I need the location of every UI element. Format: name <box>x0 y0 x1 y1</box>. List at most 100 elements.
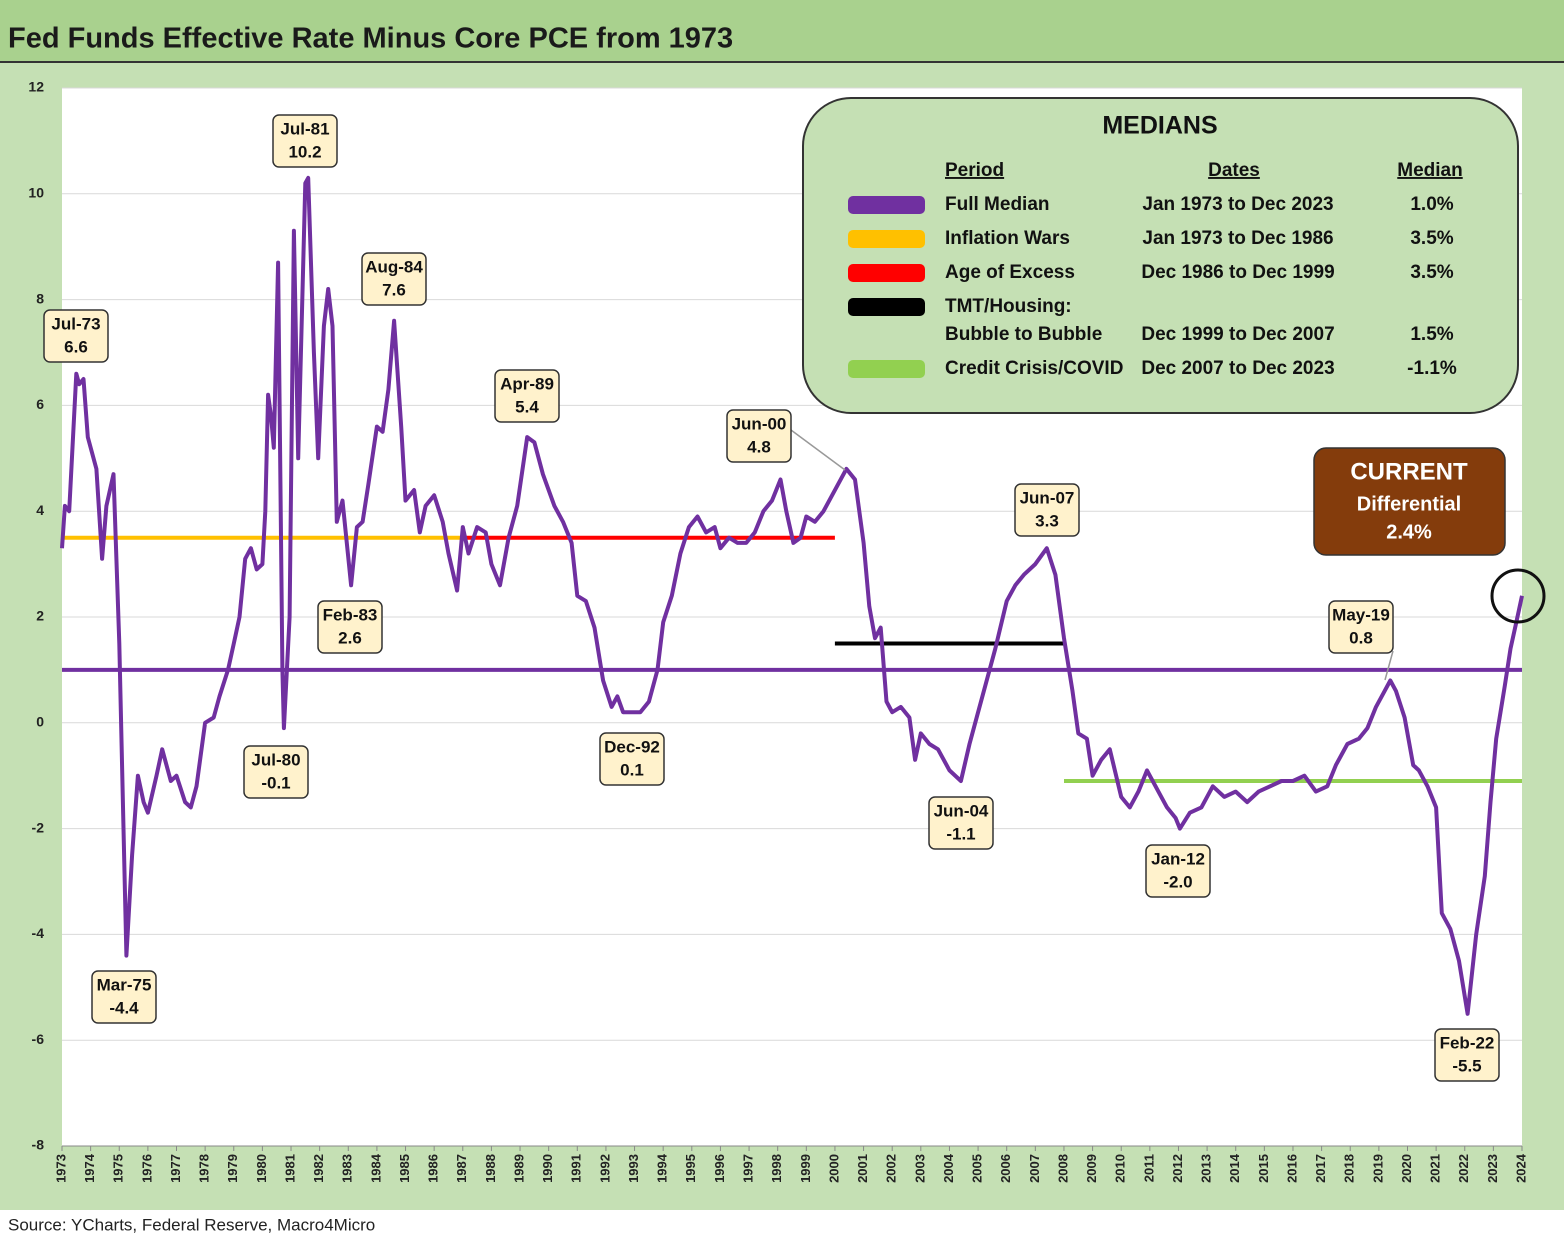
legend-dates: Jan 1973 to Dec 2023 <box>1142 194 1333 215</box>
x-tick-label: 1986 <box>426 1154 441 1183</box>
x-tick-label: 2019 <box>1370 1154 1385 1183</box>
legend-label: Inflation Wars <box>945 228 1070 249</box>
x-tick-label: 1981 <box>282 1154 297 1183</box>
x-tick-label: 1999 <box>798 1154 813 1183</box>
annotation-value: -5.5 <box>1452 1056 1481 1075</box>
x-tick-label: 2024 <box>1513 1153 1528 1183</box>
legend-dates: Jan 1973 to Dec 1986 <box>1142 228 1333 249</box>
annotation-label: Dec-92 <box>604 737 660 756</box>
y-tick-label: 12 <box>28 79 44 95</box>
medians-header: Dates <box>1208 160 1260 181</box>
x-tick-label: 2009 <box>1084 1154 1099 1183</box>
legend-median: 1.5% <box>1410 324 1453 345</box>
medians-box: MEDIANS Period Dates Median Full Median Jan 1… <box>802 97 1519 414</box>
x-tick-label: 2006 <box>998 1154 1013 1183</box>
annotation-value: 0.8 <box>1349 628 1373 647</box>
current-marker <box>1490 568 1546 624</box>
annotation-value: -2.0 <box>1163 872 1192 891</box>
legend-label: Full Median <box>945 194 1050 215</box>
source: Source: YCharts, Federal Reserve, Macro4… <box>8 1215 375 1234</box>
x-tick-label: 2016 <box>1284 1154 1299 1183</box>
annotation-box <box>43 309 109 363</box>
x-tick-label: 2011 <box>1141 1154 1156 1182</box>
legend-swatch <box>848 264 925 282</box>
x-tick-label: 2004 <box>941 1153 956 1183</box>
x-tick-label: 2015 <box>1256 1154 1271 1183</box>
y-tick-label: -6 <box>32 1031 45 1047</box>
x-tick-label: 1996 <box>712 1154 727 1183</box>
x-tick-label: 1973 <box>53 1154 68 1183</box>
x-tick-label: 2001 <box>855 1154 870 1183</box>
x-tick-label: 1977 <box>168 1154 183 1183</box>
x-tick-label: 1984 <box>368 1153 383 1183</box>
y-tick-label: 8 <box>36 290 44 306</box>
annotation-box <box>726 409 792 463</box>
x-tick-label: 2005 <box>970 1154 985 1183</box>
annotation-box <box>317 600 383 654</box>
annotation-value: 0.1 <box>620 760 644 779</box>
x-tick-label: 1982 <box>311 1154 326 1183</box>
legend-dates: Dec 1999 to Dec 2007 <box>1141 324 1334 345</box>
x-tick-label: 2014 <box>1227 1153 1242 1183</box>
legend-median: 3.5% <box>1410 262 1453 283</box>
annotation-value: -0.1 <box>261 773 290 792</box>
legend-median: 3.5% <box>1410 228 1453 249</box>
x-tick-label: 1995 <box>683 1154 698 1183</box>
annotation-label: Jun-07 <box>1020 488 1075 507</box>
x-tick-label: 2013 <box>1199 1154 1214 1183</box>
x-tick-label: 2017 <box>1313 1154 1328 1183</box>
annotation-box <box>243 745 309 799</box>
legend-label: TMT/Housing: <box>945 296 1072 317</box>
x-tick-label: 1978 <box>197 1154 212 1183</box>
annotation-label: Jun-00 <box>732 414 787 433</box>
x-tick-label: 2022 <box>1456 1154 1471 1183</box>
x-tick-label: 1990 <box>540 1154 555 1183</box>
annotation-value: 6.6 <box>64 337 88 356</box>
legend-swatch <box>848 230 925 248</box>
annotation-label: May-19 <box>1332 605 1390 624</box>
x-tick-label: 1975 <box>111 1154 126 1183</box>
y-tick-label: 10 <box>28 185 44 201</box>
x-tick-label: 2003 <box>912 1154 927 1183</box>
annotation-box <box>91 970 157 1024</box>
chart-title: Fed Funds Effective Rate Minus Core PCE … <box>8 23 733 55</box>
legend-median: 1.0% <box>1410 194 1453 215</box>
annotation-leader <box>1384 650 1394 681</box>
y-tick-label: 4 <box>36 502 44 518</box>
legend-dates: Dec 1986 to Dec 1999 <box>1141 262 1334 283</box>
annotation-box <box>1014 483 1080 537</box>
x-tick-label: 2002 <box>884 1154 899 1183</box>
y-tick-label: -2 <box>32 819 45 835</box>
annotation-leader <box>790 429 846 471</box>
data-line <box>60 175 1524 1016</box>
annotation-box <box>361 252 427 306</box>
x-tick-label: 1976 <box>139 1154 154 1183</box>
annotation-value: 4.8 <box>747 437 771 456</box>
x-tick-label: 1985 <box>397 1154 412 1183</box>
x-tick-label: 1989 <box>511 1154 526 1183</box>
annotation-box <box>494 369 560 423</box>
x-tick-label: 1994 <box>655 1153 670 1183</box>
footer-band <box>0 1210 1564 1244</box>
title-band <box>0 0 1564 62</box>
annotation-value: 3.3 <box>1035 511 1059 530</box>
annotation-label: Jul-73 <box>51 314 100 333</box>
legend-swatch <box>848 196 925 214</box>
x-tick-label: 1992 <box>597 1154 612 1183</box>
x-tick-label: 2021 <box>1428 1154 1443 1183</box>
y-tick-label: 6 <box>36 396 44 412</box>
legend-swatch <box>848 298 925 316</box>
medians-box-frame <box>802 97 1519 414</box>
annotation-label: Aug-84 <box>365 257 423 276</box>
annotation-label: Apr-89 <box>500 374 554 393</box>
medians-header: Period <box>945 160 1004 181</box>
annotation-value: 10.2 <box>288 142 321 161</box>
medians-header: Median <box>1397 160 1462 181</box>
legend-swatch <box>848 360 925 378</box>
annotation-value: 5.4 <box>515 397 539 416</box>
x-tick-label: 1979 <box>225 1154 240 1183</box>
x-tick-label: 2012 <box>1170 1154 1185 1183</box>
medians-title: MEDIANS <box>1102 112 1217 140</box>
current-subtitle: Differential <box>1357 493 1461 515</box>
